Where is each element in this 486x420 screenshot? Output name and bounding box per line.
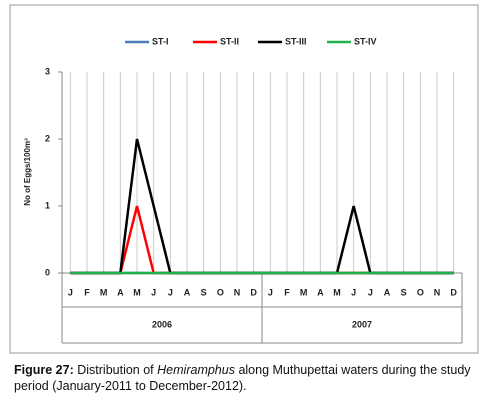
x-tick-label: O — [217, 287, 224, 297]
x-tick-label: D — [250, 287, 257, 297]
x-tick-label: F — [284, 287, 290, 297]
caption-italic: Hemiramphus — [157, 363, 235, 377]
x-tick-label: M — [100, 287, 108, 297]
x-tick-label: J — [68, 287, 73, 297]
x-tick-label: J — [168, 287, 173, 297]
x-tick-label: F — [84, 287, 90, 297]
x-tick-label: J — [351, 287, 356, 297]
x-group-label: 2006 — [152, 319, 172, 329]
x-tick-label: S — [201, 287, 207, 297]
chart-frame — [9, 4, 479, 354]
y-tick-label: 3 — [45, 66, 50, 76]
x-tick-label: M — [133, 287, 141, 297]
x-tick-label: S — [401, 287, 407, 297]
x-tick-label: O — [417, 287, 424, 297]
y-axis-title: No of Eggs/100m³ — [23, 138, 32, 206]
x-tick-label: A — [117, 287, 124, 297]
legend-label: ST-II — [220, 36, 239, 46]
y-tick-label: 2 — [45, 133, 50, 143]
caption: Figure 27: Distribution of Hemiramphus a… — [14, 362, 476, 394]
legend-label: ST-IV — [354, 36, 377, 46]
x-tick-label: A — [317, 287, 324, 297]
x-tick-label: A — [184, 287, 191, 297]
x-tick-label: M — [300, 287, 308, 297]
caption-label: Figure 27: — [14, 363, 74, 377]
x-tick-label: N — [434, 287, 441, 297]
x-tick-label: D — [450, 287, 457, 297]
x-group-label: 2007 — [352, 319, 372, 329]
x-tick-label: J — [268, 287, 273, 297]
y-tick-label: 0 — [45, 267, 50, 277]
caption-text: Distribution of — [77, 363, 154, 377]
x-tick-label: J — [151, 287, 156, 297]
x-tick-label: J — [368, 287, 373, 297]
legend-label: ST-III — [285, 36, 307, 46]
legend-label: ST-I — [152, 36, 169, 46]
x-tick-label: N — [234, 287, 241, 297]
x-tick-label: A — [384, 287, 391, 297]
caption-text: along Muthupettai waters during the stud… — [14, 363, 471, 393]
y-tick-label: 1 — [45, 200, 50, 210]
x-tick-label: M — [333, 287, 341, 297]
